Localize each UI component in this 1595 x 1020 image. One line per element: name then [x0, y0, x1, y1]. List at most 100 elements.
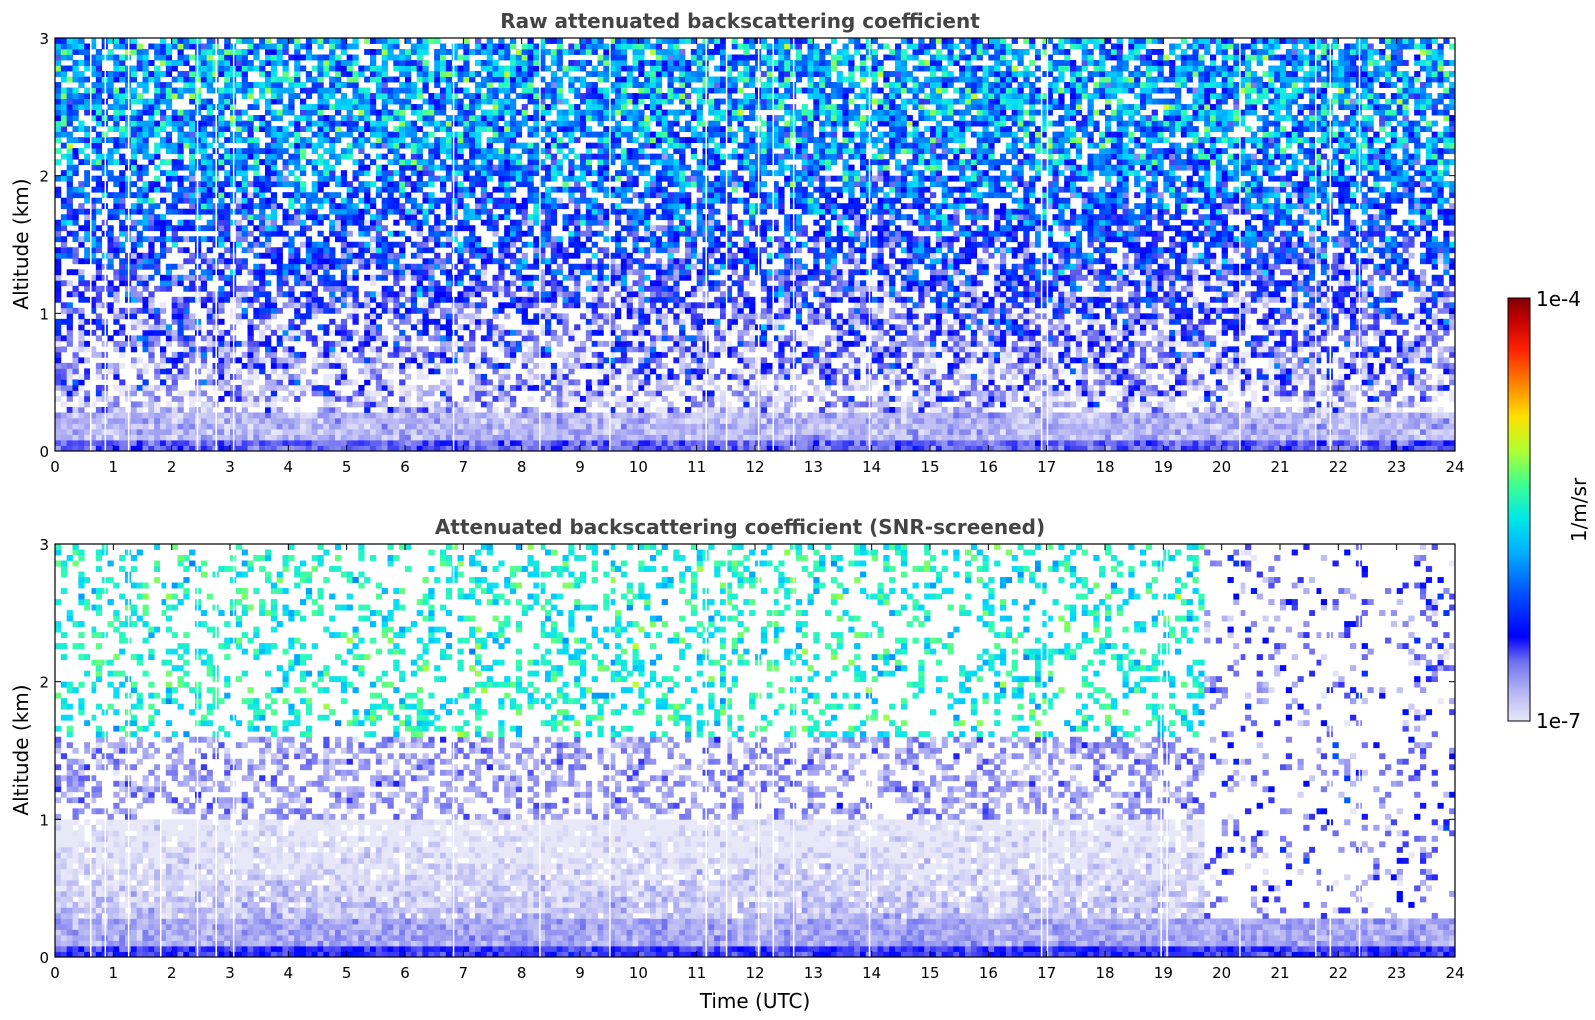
heatmap-cell	[469, 313, 475, 319]
heatmap-cell	[382, 121, 388, 127]
heatmap-cell	[277, 434, 283, 440]
heatmap-cell	[119, 258, 125, 264]
heatmap-cell	[551, 363, 557, 369]
heatmap-cell	[598, 286, 604, 292]
heatmap-cell	[335, 429, 341, 435]
heatmap-cell	[294, 154, 300, 160]
heatmap-cell	[294, 253, 300, 259]
heatmap-cell	[563, 253, 569, 259]
heatmap-cell	[55, 324, 61, 330]
heatmap-cell	[498, 110, 504, 116]
heatmap-cell	[207, 55, 213, 61]
heatmap-cell	[463, 236, 469, 242]
heatmap-cell	[487, 71, 493, 77]
heatmap-cell	[207, 220, 213, 226]
heatmap-cell	[312, 88, 318, 94]
heatmap-cell	[306, 93, 312, 99]
heatmap-cell	[388, 44, 394, 50]
heatmap-cell	[172, 319, 178, 325]
heatmap-cell	[224, 368, 230, 374]
heatmap-cell	[154, 341, 160, 347]
heatmap-cell	[434, 220, 440, 226]
heatmap-cell	[265, 104, 271, 110]
heatmap-cell	[341, 220, 347, 226]
heatmap-cell	[67, 231, 73, 237]
heatmap-cell	[557, 401, 563, 407]
heatmap-cell	[341, 104, 347, 110]
heatmap-cell	[329, 231, 335, 237]
heatmap-cell	[277, 110, 283, 116]
heatmap-cell	[440, 429, 446, 435]
heatmap-cell	[236, 236, 242, 242]
heatmap-cell	[528, 126, 534, 132]
heatmap-cell	[67, 44, 73, 50]
heatmap-cell	[393, 132, 399, 138]
heatmap-cell	[411, 170, 417, 176]
heatmap-cell	[440, 93, 446, 99]
heatmap-cell	[207, 132, 213, 138]
heatmap-cell	[312, 209, 318, 215]
heatmap-cell	[300, 55, 306, 61]
heatmap-cell	[271, 363, 277, 369]
heatmap-cell	[137, 335, 143, 341]
heatmap-cell	[300, 181, 306, 187]
heatmap-cell	[568, 110, 574, 116]
heatmap-cell	[469, 390, 475, 396]
heatmap-cell	[347, 121, 353, 127]
heatmap-cell	[469, 209, 475, 215]
heatmap-cell	[358, 368, 364, 374]
heatmap-cell	[440, 44, 446, 50]
heatmap-cell	[487, 99, 493, 105]
heatmap-cell	[323, 434, 329, 440]
heatmap-cell	[516, 341, 522, 347]
heatmap-cell	[353, 269, 359, 275]
heatmap-cell	[417, 115, 423, 121]
heatmap-cell	[312, 253, 318, 259]
heatmap-cell	[300, 390, 306, 396]
heatmap-cell	[563, 143, 569, 149]
heatmap-cell	[493, 137, 499, 143]
heatmap-cell	[67, 137, 73, 143]
heatmap-cell	[376, 187, 382, 193]
heatmap-cell	[318, 110, 324, 116]
heatmap-cell	[300, 330, 306, 336]
heatmap-cell	[504, 82, 510, 88]
heatmap-cell	[253, 236, 259, 242]
heatmap-cell	[481, 192, 487, 198]
heatmap-cell	[253, 148, 259, 154]
heatmap-cell	[61, 38, 67, 44]
heatmap-cell	[259, 286, 265, 292]
heatmap-cell	[143, 198, 149, 204]
heatmap-cell	[271, 170, 277, 176]
heatmap-cell	[172, 242, 178, 248]
heatmap-cell	[458, 110, 464, 116]
heatmap-cell	[516, 220, 522, 226]
heatmap-cell	[598, 363, 604, 369]
heatmap-cell	[358, 258, 364, 264]
heatmap-cell	[498, 335, 504, 341]
heatmap-cell	[533, 115, 539, 121]
heatmap-cell	[469, 159, 475, 165]
heatmap-cell	[148, 341, 154, 347]
heatmap-cell	[143, 77, 149, 83]
heatmap-cell	[487, 82, 493, 88]
heatmap-cell	[277, 247, 283, 253]
heatmap-cell	[160, 330, 166, 336]
heatmap-cell	[353, 291, 359, 297]
heatmap-cell	[376, 209, 382, 215]
heatmap-cell	[143, 253, 149, 259]
heatmap-cell	[119, 198, 125, 204]
heatmap-cell	[55, 187, 61, 193]
heatmap-cell	[154, 44, 160, 50]
heatmap-cell	[242, 187, 248, 193]
heatmap-cell	[568, 363, 574, 369]
heatmap-cell	[446, 82, 452, 88]
heatmap-cell	[253, 264, 259, 270]
heatmap-cell	[446, 297, 452, 303]
heatmap-cell	[78, 401, 84, 407]
heatmap-cell	[446, 440, 452, 446]
heatmap-cell	[574, 44, 580, 50]
heatmap-cell	[148, 352, 154, 358]
heatmap-cell	[411, 82, 417, 88]
heatmap-cell	[283, 302, 289, 308]
